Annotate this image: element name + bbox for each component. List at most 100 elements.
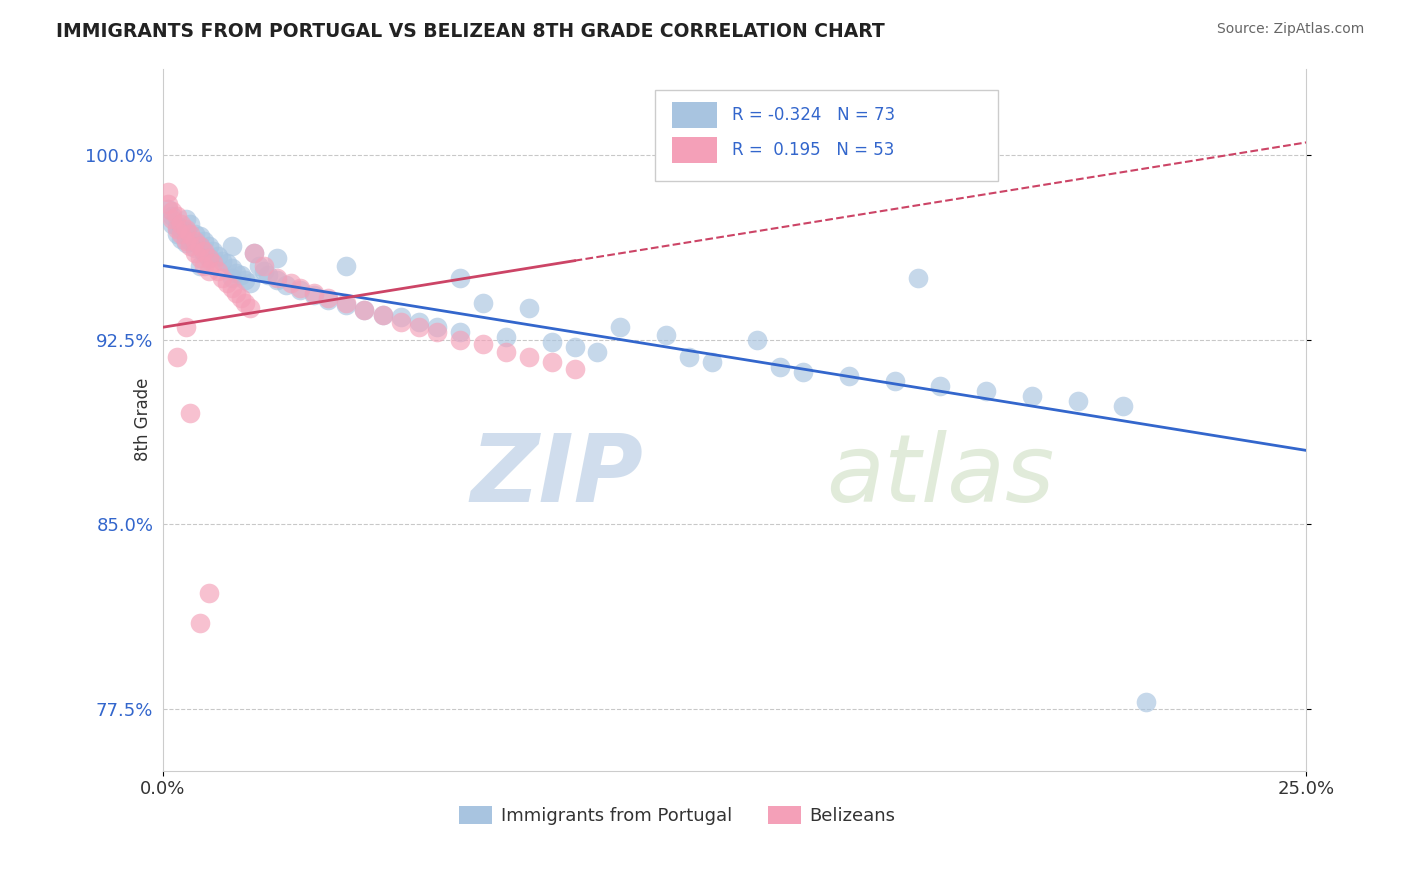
Point bbox=[517, 350, 540, 364]
Point bbox=[179, 217, 201, 231]
Point bbox=[929, 379, 952, 393]
Point bbox=[449, 333, 471, 347]
Point bbox=[225, 285, 247, 300]
Point bbox=[974, 384, 997, 399]
Point bbox=[156, 185, 179, 199]
Point bbox=[166, 350, 188, 364]
Point bbox=[1066, 394, 1088, 409]
Point bbox=[239, 276, 262, 290]
Point bbox=[1112, 399, 1135, 413]
Point bbox=[335, 298, 357, 312]
Point bbox=[197, 586, 219, 600]
Text: atlas: atlas bbox=[827, 430, 1054, 521]
Point bbox=[517, 301, 540, 315]
Point bbox=[170, 231, 193, 245]
Point bbox=[179, 239, 201, 253]
FancyBboxPatch shape bbox=[655, 89, 997, 181]
Point bbox=[540, 334, 562, 349]
Point bbox=[371, 308, 394, 322]
Text: R = -0.324   N = 73: R = -0.324 N = 73 bbox=[733, 106, 896, 124]
Point bbox=[449, 325, 471, 339]
Point bbox=[586, 344, 609, 359]
Legend: Immigrants from Portugal, Belizeans: Immigrants from Portugal, Belizeans bbox=[460, 805, 896, 825]
FancyBboxPatch shape bbox=[672, 102, 717, 128]
Point bbox=[233, 273, 256, 287]
Point bbox=[211, 253, 233, 268]
Point bbox=[174, 236, 197, 251]
Point bbox=[353, 302, 375, 317]
Point bbox=[472, 295, 495, 310]
Point bbox=[193, 244, 215, 258]
Point bbox=[426, 320, 449, 334]
Point bbox=[225, 266, 247, 280]
Point bbox=[276, 278, 298, 293]
Point bbox=[207, 263, 229, 277]
Point bbox=[197, 239, 219, 253]
Point bbox=[207, 249, 229, 263]
Point bbox=[564, 362, 586, 376]
Point bbox=[166, 221, 188, 235]
FancyBboxPatch shape bbox=[672, 136, 717, 163]
Point bbox=[243, 246, 266, 260]
Point bbox=[678, 350, 700, 364]
Point bbox=[408, 320, 430, 334]
Point bbox=[252, 259, 274, 273]
Point bbox=[389, 310, 412, 325]
Point bbox=[495, 330, 517, 344]
Point bbox=[188, 251, 211, 265]
Point bbox=[257, 268, 280, 283]
Point bbox=[747, 333, 769, 347]
Text: IMMIGRANTS FROM PORTUGAL VS BELIZEAN 8TH GRADE CORRELATION CHART: IMMIGRANTS FROM PORTUGAL VS BELIZEAN 8TH… bbox=[56, 22, 884, 41]
Point bbox=[316, 293, 339, 307]
Point bbox=[202, 244, 225, 258]
Point bbox=[184, 227, 207, 241]
Point bbox=[655, 327, 678, 342]
Point bbox=[160, 217, 183, 231]
Point bbox=[197, 251, 219, 265]
Point bbox=[193, 259, 215, 273]
Point bbox=[197, 263, 219, 277]
Point bbox=[174, 224, 197, 238]
Point bbox=[197, 251, 219, 265]
Point bbox=[170, 217, 193, 231]
Point bbox=[211, 271, 233, 285]
Point bbox=[252, 263, 274, 277]
Point bbox=[160, 211, 183, 226]
Point bbox=[188, 229, 211, 244]
Point bbox=[188, 259, 211, 273]
Point bbox=[243, 246, 266, 260]
Point bbox=[266, 271, 288, 285]
Point bbox=[495, 344, 517, 359]
Point bbox=[302, 285, 325, 300]
Point bbox=[166, 210, 188, 224]
Point bbox=[290, 281, 312, 295]
Point bbox=[179, 227, 201, 241]
Point bbox=[170, 227, 193, 241]
Point bbox=[160, 204, 183, 219]
Point bbox=[280, 276, 302, 290]
Point bbox=[408, 315, 430, 329]
Point bbox=[188, 239, 211, 253]
Point bbox=[229, 291, 252, 305]
Point bbox=[160, 210, 183, 224]
Point bbox=[426, 325, 449, 339]
Point bbox=[247, 259, 270, 273]
Y-axis label: 8th Grade: 8th Grade bbox=[134, 378, 152, 461]
Point bbox=[266, 251, 288, 265]
Point bbox=[302, 288, 325, 302]
Point bbox=[174, 234, 197, 248]
Point bbox=[449, 271, 471, 285]
Point bbox=[564, 340, 586, 354]
Point bbox=[174, 320, 197, 334]
Point bbox=[170, 221, 193, 235]
Point bbox=[184, 241, 207, 255]
Point bbox=[883, 375, 905, 389]
Text: R =  0.195   N = 53: R = 0.195 N = 53 bbox=[733, 141, 894, 159]
Point bbox=[229, 268, 252, 283]
Point bbox=[156, 197, 179, 211]
Point bbox=[335, 295, 357, 310]
Point bbox=[907, 271, 929, 285]
Point bbox=[174, 221, 197, 235]
Point bbox=[769, 359, 792, 374]
Point bbox=[221, 239, 243, 253]
